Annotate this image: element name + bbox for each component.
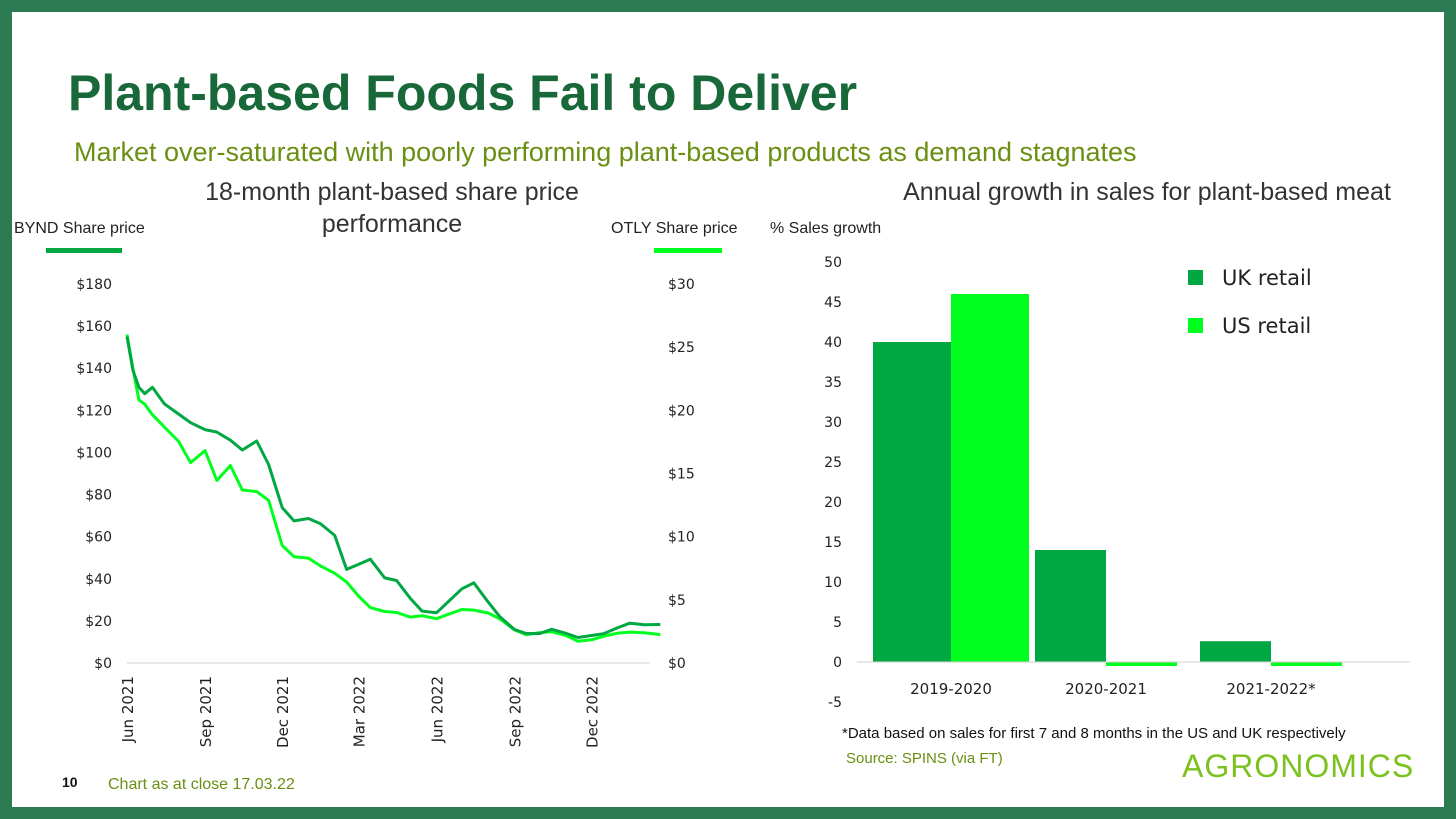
y-left-tick-label: $140 xyxy=(76,361,112,377)
bar-y-tick-label: 5 xyxy=(833,615,842,631)
legend-swatch xyxy=(1188,318,1203,333)
bar-y-axis-label: % Sales growth xyxy=(770,220,882,237)
y-right-tick-label: $30 xyxy=(668,277,695,293)
y-right-tick-label: $10 xyxy=(668,530,695,546)
x-tick-label: Sep 2021 xyxy=(197,676,215,747)
bar-y-tick-label: 15 xyxy=(824,535,842,551)
x-tick-label: Mar 2022 xyxy=(350,676,368,747)
bynd-legend-swatch xyxy=(46,248,122,253)
y-right-tick-label: $25 xyxy=(668,340,695,356)
y-right-tick-label: $0 xyxy=(668,656,686,672)
bar-category-label: 2020-2021 xyxy=(1065,680,1147,698)
bar-y-tick-label: 20 xyxy=(824,495,842,511)
bar-y-tick-label: 50 xyxy=(824,255,842,271)
bar-us-retail xyxy=(1106,662,1177,666)
bar-y-tick-label: 45 xyxy=(824,295,842,311)
bar-y-tick-label: 40 xyxy=(824,335,842,351)
agronomics-logo: AGRONOMICS xyxy=(1182,748,1415,784)
line-chart-title: 18-month plant-based share price perform… xyxy=(205,178,579,238)
page-number: 10 xyxy=(62,774,78,790)
footnote: *Data based on sales for first 7 and 8 m… xyxy=(842,725,1346,742)
page-title: Plant-based Foods Fail to Deliver xyxy=(68,65,858,121)
slide: Plant-based Foods Fail to Deliver Market… xyxy=(12,12,1444,807)
y-left-tick-label: $80 xyxy=(85,488,112,504)
bar-us-retail xyxy=(1271,662,1342,666)
bar-uk-retail xyxy=(1035,550,1106,662)
bar-y-tick-label: 0 xyxy=(833,655,842,671)
y-left-tick-label: $100 xyxy=(76,445,112,461)
y-left-tick-label: $60 xyxy=(85,530,112,546)
y-left-tick-label: $160 xyxy=(76,319,112,335)
chart-date-note: Chart as at close 17.03.22 xyxy=(108,776,295,793)
bar-y-tick-label: 25 xyxy=(824,455,842,471)
series-line-bynd xyxy=(125,336,661,639)
otly-axis-label: OTLY Share price xyxy=(611,220,738,237)
legend-swatch xyxy=(1188,270,1203,285)
bar-y-tick-label: 35 xyxy=(824,375,842,391)
otly-legend-swatch xyxy=(654,248,722,253)
x-tick-label: Sep 2022 xyxy=(506,676,524,747)
y-right-tick-label: $5 xyxy=(668,593,686,609)
y-left-tick-label: $40 xyxy=(85,572,112,588)
y-left-tick-label: $20 xyxy=(85,614,112,630)
bar-y-tick-label: -5 xyxy=(828,695,842,711)
bynd-axis-label: BYND Share price xyxy=(14,220,145,237)
bar-uk-retail xyxy=(873,342,951,662)
x-tick-label: Jun 2021 xyxy=(119,676,137,743)
y-right-tick-label: $20 xyxy=(668,403,695,419)
source-note: Source: SPINS (via FT) xyxy=(846,750,1003,767)
x-tick-label: Dec 2021 xyxy=(274,676,292,748)
bar-us-retail xyxy=(951,294,1029,662)
bar-category-label: 2021-2022* xyxy=(1226,680,1316,698)
bar-uk-retail xyxy=(1200,641,1271,662)
bar-y-tick-label: 10 xyxy=(824,575,842,591)
bar-y-tick-label: 30 xyxy=(824,415,842,431)
y-left-tick-label: $180 xyxy=(76,277,112,293)
y-left-tick-label: $120 xyxy=(76,403,112,419)
x-tick-label: Jun 2022 xyxy=(428,676,446,743)
bar-category-label: 2019-2020 xyxy=(910,680,992,698)
y-right-tick-label: $15 xyxy=(668,467,695,483)
legend-label: US retail xyxy=(1222,314,1311,338)
y-left-tick-label: $0 xyxy=(94,656,112,672)
x-tick-label: Dec 2022 xyxy=(584,676,602,748)
series-line-otly xyxy=(125,334,661,643)
legend-label: UK retail xyxy=(1222,266,1312,290)
page-subtitle: Market over-saturated with poorly perfor… xyxy=(74,137,1137,167)
bar-chart-title: Annual growth in sales for plant-based m… xyxy=(903,178,1391,206)
